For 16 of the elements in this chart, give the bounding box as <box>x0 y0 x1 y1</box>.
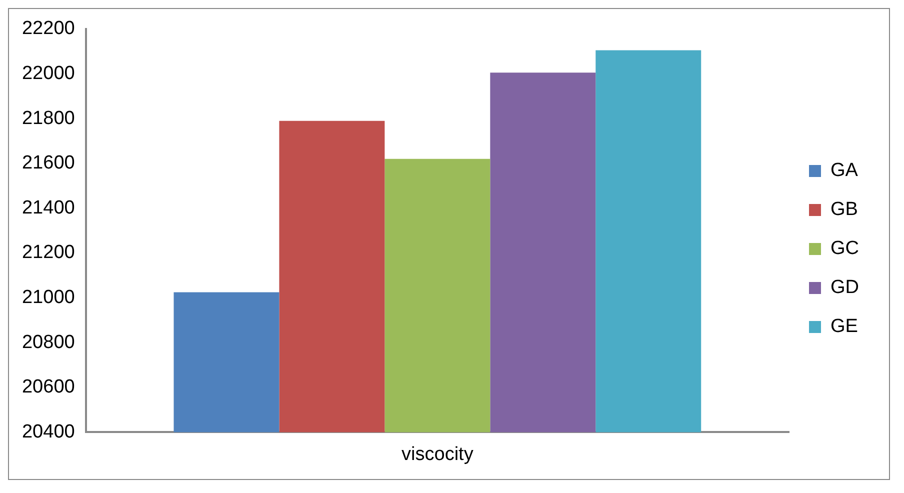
y-tick-label: 22000 <box>22 63 75 84</box>
legend-label: GC <box>830 238 859 260</box>
y-tick-label: 22200 <box>22 18 75 40</box>
y-tick-label: 20600 <box>22 376 75 398</box>
x-tick-label: viscocity <box>402 444 474 465</box>
y-tick-label: 21000 <box>22 287 75 308</box>
y-tick-label: 21400 <box>22 197 75 218</box>
legend-label: GB <box>830 199 858 220</box>
y-tick-label: 21600 <box>22 152 75 174</box>
legend-label: GD <box>830 277 859 298</box>
legend-label: GA <box>830 160 858 182</box>
y-tick-label: 21200 <box>22 242 75 264</box>
y-tick-label: 21800 <box>22 108 75 129</box>
y-tick-label: 20400 <box>22 421 75 442</box>
legend-label: GE <box>830 316 858 338</box>
y-tick-label: 20800 <box>22 332 75 353</box>
